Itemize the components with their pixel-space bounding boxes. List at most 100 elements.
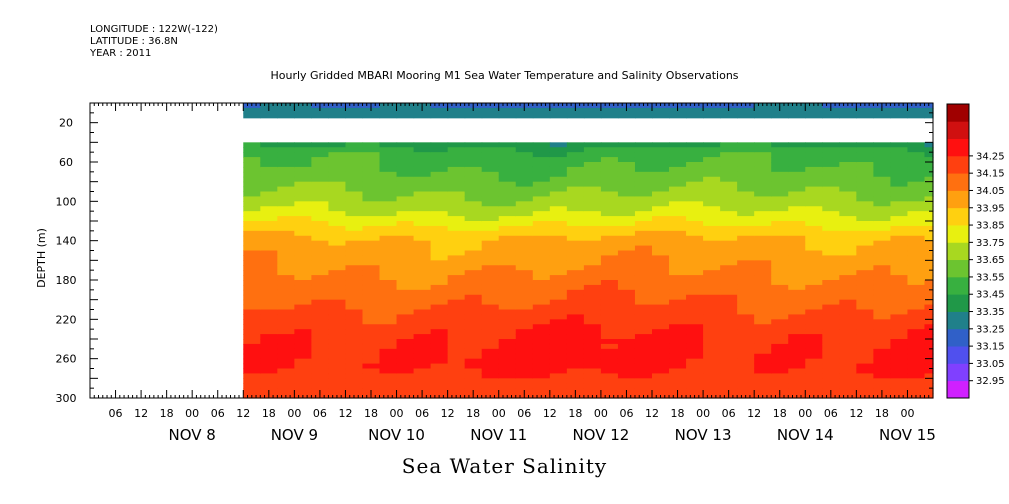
heat-cell [328, 334, 347, 340]
heat-cell [498, 235, 517, 242]
heat-cell [311, 240, 330, 247]
heat-cell [481, 181, 500, 188]
heat-cell [362, 225, 381, 232]
heat-cell [771, 289, 789, 296]
heat-cell [430, 216, 449, 222]
heat-cell [822, 240, 840, 247]
heat-cell [703, 304, 721, 311]
heat-cell [566, 378, 585, 384]
heat-cell [260, 353, 278, 360]
heat-cell [481, 358, 500, 365]
heat-cell [260, 309, 278, 316]
heat-cell [413, 348, 432, 355]
heat-cell [771, 166, 789, 173]
heat-cell [686, 162, 704, 168]
heat-cell [856, 235, 874, 242]
heat-cell [617, 314, 636, 320]
heat-cell [652, 343, 670, 350]
heat-cell [532, 230, 551, 237]
heat-cell [277, 142, 295, 148]
heat-cell [532, 176, 551, 183]
heat-cell [532, 201, 551, 207]
heat-cell [788, 196, 806, 202]
heat-cell [345, 294, 364, 301]
heat-cell [328, 171, 347, 178]
heat-cell [447, 255, 466, 261]
heat-cell [788, 201, 806, 207]
heat-cell [396, 260, 415, 266]
heat-cell [243, 378, 261, 384]
heat-cell [788, 294, 806, 301]
heat-cell [890, 221, 909, 227]
heat-cell [481, 280, 500, 286]
heat-cell [924, 250, 934, 257]
heat-cell [737, 324, 755, 330]
heat-cell [873, 343, 892, 350]
heat-cell [669, 289, 687, 296]
heat-cell [617, 289, 636, 296]
heat-cell [532, 245, 551, 252]
heat-cell [873, 383, 892, 389]
heat-cell [396, 255, 415, 261]
heat-cell [345, 319, 364, 325]
heat-cell [464, 294, 483, 301]
heat-cell [856, 176, 874, 183]
heat-cell [515, 358, 534, 365]
heat-cell [532, 255, 551, 261]
heat-cell [856, 368, 874, 375]
heat-cell [583, 235, 602, 242]
heat-cell [447, 284, 466, 291]
heat-cell [481, 235, 500, 242]
heat-cell [754, 339, 772, 345]
heat-cell [924, 240, 934, 247]
heat-cell [243, 260, 261, 266]
heat-cell [277, 171, 295, 178]
heat-cell [328, 235, 347, 242]
heat-cell [549, 334, 568, 340]
heat-cell [243, 314, 261, 320]
heat-cell [924, 289, 934, 296]
heat-cell [737, 191, 755, 198]
heat-cell [447, 270, 466, 276]
heat-cell [413, 230, 432, 237]
heat-cell [720, 206, 738, 212]
heat-cell [260, 147, 278, 153]
heat-cell [549, 378, 568, 384]
heat-cell [822, 383, 840, 389]
heat-cell [771, 294, 789, 301]
heat-cell [669, 319, 687, 325]
heat-cell [566, 201, 585, 207]
heat-cell [771, 181, 789, 188]
colorbar-swatch [947, 380, 969, 399]
heat-cell [447, 166, 466, 173]
heat-cell [243, 176, 261, 183]
heat-cell [566, 191, 585, 198]
heat-cell [788, 343, 806, 350]
heat-cell [481, 270, 500, 276]
heat-cell [345, 230, 364, 237]
heat-cell [822, 319, 840, 325]
heat-cell [617, 358, 636, 365]
heat-cell [652, 265, 670, 271]
heat-cell [515, 142, 534, 148]
heat-cell [464, 368, 483, 375]
heat-cell [805, 324, 823, 330]
heat-cell [583, 255, 602, 261]
heat-cell [260, 294, 278, 301]
heat-cell [260, 260, 278, 266]
heat-cell [600, 152, 619, 158]
heat-cell [788, 245, 806, 252]
heat-cell [379, 255, 398, 261]
heat-cell [260, 284, 278, 291]
heat-cell [737, 304, 755, 311]
heat-cell [396, 373, 415, 379]
heat-cell [481, 171, 500, 178]
heat-cell [907, 324, 926, 330]
heat-cell [277, 329, 295, 335]
heat-cell [839, 166, 857, 173]
heat-cell [566, 280, 585, 286]
heat-cell [515, 196, 534, 202]
heat-cell [379, 304, 398, 311]
heat-cell [788, 186, 806, 193]
heat-cell [907, 112, 926, 119]
